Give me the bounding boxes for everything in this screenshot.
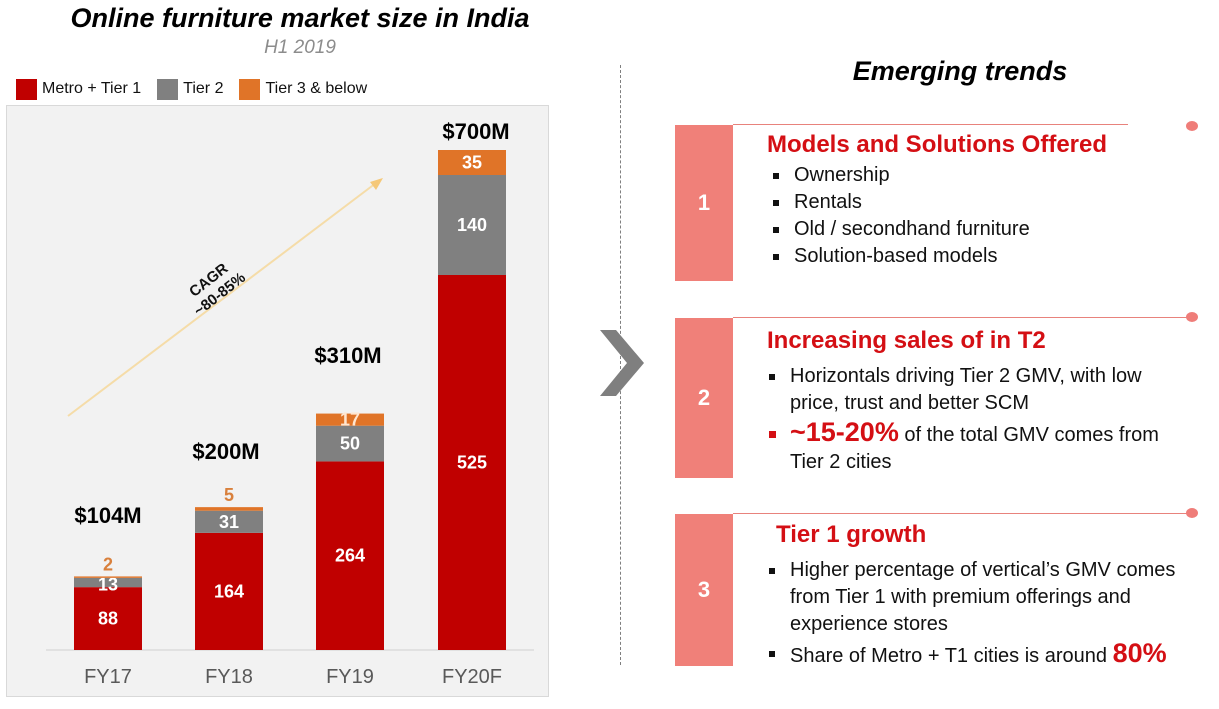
bullet-square-icon: [769, 374, 775, 380]
x-tick-label: FY20F: [442, 666, 502, 688]
data-label-value: 525: [457, 453, 487, 473]
x-tick-label: FY17: [84, 666, 132, 688]
card-bullets: Horizontals driving Tier 2 GMV, with low…: [766, 363, 1216, 476]
data-label-value: 31: [219, 512, 239, 532]
bullet-square-icon: [769, 568, 775, 574]
card-divider-line: [733, 124, 1128, 125]
data-label-value: 88: [98, 609, 118, 629]
legend-item-metro-tier1: Metro + Tier 1: [16, 78, 142, 100]
card-title: Tier 1 growth: [776, 521, 927, 548]
bullet-item: ~15-20% of the total GMV comes from Tier…: [766, 419, 1216, 476]
legend-label: Tier 2: [183, 80, 224, 97]
trend-card-3: 3 Tier 1 growth Higher percentage of ver…: [675, 508, 1215, 672]
bullet-item: Rentals: [770, 189, 1030, 216]
bullet-item: Old / secondhand furniture: [770, 216, 1030, 243]
bar-total-label: $104M: [74, 503, 141, 528]
data-label-value: 264: [335, 546, 365, 566]
legend-swatch-metro-tier1: [16, 78, 37, 100]
cagr-arrow-line: [67, 182, 377, 417]
bullet-square-icon: [773, 200, 779, 206]
card-title: Increasing sales of in T2: [767, 327, 1046, 354]
bar-total-label: $310M: [314, 343, 381, 368]
bullet-item: Ownership: [770, 162, 1030, 189]
bullet-square-icon: [769, 431, 776, 438]
cagr-annotation: CAGR ~80-85%: [186, 260, 249, 320]
card-divider-line: [733, 317, 1188, 318]
trend-card-2: 2 Increasing sales of in T2 Horizontals …: [675, 312, 1216, 478]
x-tick-label: FY19: [326, 666, 374, 688]
legend-swatch-tier3: [239, 78, 261, 100]
cagr-arrow: [67, 178, 383, 417]
legend-label: Metro + Tier 1: [42, 80, 142, 97]
data-label-value: 140: [457, 215, 487, 235]
bar-segment-fy17-tier2: [74, 577, 142, 588]
legend-swatch-tier2: [157, 78, 179, 100]
card-number-badge: 2: [675, 318, 733, 478]
bullet-item: Higher percentage of vertical’s GMV come…: [766, 557, 1219, 638]
bullet-square-icon: [773, 173, 779, 179]
card-divider-line: [733, 513, 1188, 514]
legend-item-tier2: Tier 2: [157, 78, 224, 100]
bullet-square-icon: [773, 254, 779, 260]
bullet-item: Share of Metro + T1 cities is around 80%: [766, 640, 1219, 670]
card-dot-icon: [1186, 121, 1198, 131]
bullet-item: Horizontals driving Tier 2 GMV, with low…: [766, 363, 1216, 417]
bar-segment-fy20f-metro-tier1: [438, 275, 506, 650]
card-number-badge: 1: [675, 125, 733, 281]
data-label-value: 164: [214, 581, 244, 601]
x-tick-label: FY18: [205, 666, 253, 688]
stacked-bar-chart: CAGR ~80-85% 88 132 $104M FY17 164 31 5 $200M FY…: [46, 119, 534, 688]
chart-subtitle: H1 2019: [264, 37, 336, 58]
data-label-value: 2: [103, 554, 113, 574]
chart-title: Online furniture market size in India: [70, 3, 530, 33]
highlight-percentage: 80%: [1112, 638, 1167, 668]
card-dot-icon: [1186, 312, 1198, 322]
chevron-right-icon: [600, 330, 644, 396]
chart-legend: Metro + Tier 1 Tier 2 Tier 3 & below: [16, 78, 383, 100]
card-bullets: Higher percentage of vertical’s GMV come…: [766, 557, 1219, 670]
highlight-percentage: ~15-20%: [790, 417, 899, 447]
section-divider: [620, 65, 621, 665]
bar-segment-fy20f-tier3: [438, 150, 506, 175]
data-label-value: 17: [340, 410, 360, 430]
cagr-arrowhead-icon: [370, 178, 383, 190]
bar-segment-fy17-metro-tier1: [74, 587, 142, 650]
bar-segment-fy18-tier3: [195, 507, 263, 511]
data-label-value: 5: [224, 485, 234, 505]
bar-segment-fy19-metro-tier1: [316, 461, 384, 650]
card-bullets: Ownership Rentals Old / secondhand furni…: [770, 162, 1030, 270]
card-number-badge: 3: [675, 514, 733, 666]
data-label-value: 35: [462, 153, 482, 173]
legend-item-tier3: Tier 3 & below: [239, 78, 368, 100]
data-label-value: 50: [340, 434, 360, 454]
bar-segment-fy18-metro-tier1: [195, 532, 263, 650]
bar-segment-fy19-tier2: [316, 425, 384, 462]
bar-segment-fy18-tier2: [195, 510, 263, 533]
bullet-square-icon: [769, 651, 775, 657]
bar-total-label: $200M: [192, 439, 259, 464]
bar-segment-fy17-tier3: [74, 576, 142, 578]
legend-label: Tier 3 & below: [265, 80, 368, 97]
card-dot-icon: [1186, 508, 1198, 518]
data-label-value: 13: [98, 575, 118, 595]
card-title: Models and Solutions Offered: [767, 131, 1108, 158]
bullet-item: Solution-based models: [770, 243, 1030, 270]
bar-total-label: $700M: [442, 119, 509, 144]
trend-card-1: 1 Models and Solutions Offered Ownership…: [675, 121, 1215, 282]
bullet-square-icon: [773, 227, 779, 233]
bar-segment-fy20f-tier2: [438, 175, 506, 275]
trends-title: Emerging trends: [852, 56, 1068, 86]
bar-segment-fy19-tier3: [316, 413, 384, 426]
